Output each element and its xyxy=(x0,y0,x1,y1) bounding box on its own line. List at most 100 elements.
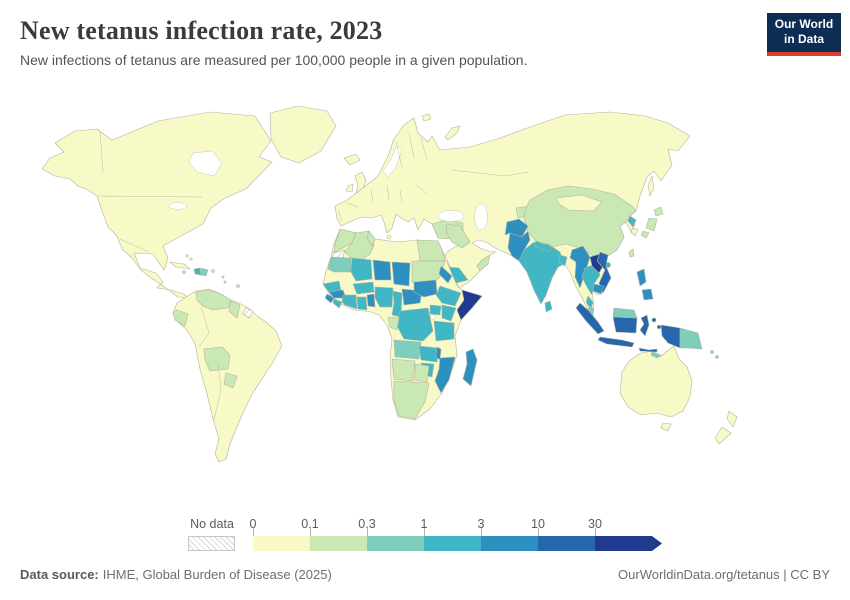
legend-segment-1[interactable] xyxy=(253,536,310,551)
region-solomon-islands-1[interactable] xyxy=(710,350,714,354)
region-sicily[interactable] xyxy=(386,234,392,240)
region-oman[interactable] xyxy=(476,254,491,272)
region-paraguay[interactable] xyxy=(223,372,238,389)
region-zambia[interactable] xyxy=(418,345,439,363)
region-eritrea[interactable] xyxy=(438,265,453,284)
region-namibia[interactable] xyxy=(391,358,416,382)
legend-segment-7-arrow[interactable] xyxy=(595,536,662,551)
region-jamaica[interactable] xyxy=(182,270,186,274)
region-puerto-rico[interactable] xyxy=(211,269,215,273)
region-solomon-islands-2[interactable] xyxy=(715,355,719,359)
region-botswana[interactable] xyxy=(414,363,430,383)
region-japan-kyushu[interactable] xyxy=(640,230,650,239)
region-drc[interactable] xyxy=(396,307,434,342)
region-bahamas-2[interactable] xyxy=(189,257,193,261)
region-philippines-luzon[interactable] xyxy=(636,268,647,287)
region-japan-hokkaido[interactable] xyxy=(653,206,664,217)
region-iceland[interactable] xyxy=(343,153,361,166)
region-cameroon[interactable] xyxy=(391,290,403,318)
region-india[interactable] xyxy=(518,241,565,305)
legend-segment-5[interactable] xyxy=(481,536,538,551)
region-ethiopia[interactable] xyxy=(435,285,462,307)
region-nigeria[interactable] xyxy=(374,286,394,308)
owid-link[interactable]: OurWorldinData.org/tetanus | CC BY xyxy=(618,567,830,582)
region-liberia[interactable] xyxy=(332,298,343,309)
region-sierra-leone[interactable] xyxy=(324,293,335,304)
region-cuba[interactable] xyxy=(169,261,191,270)
region-china[interactable] xyxy=(523,185,637,263)
region-mongolia[interactable] xyxy=(555,194,603,212)
region-mozambique[interactable] xyxy=(434,356,456,394)
region-lesser-antilles-1[interactable] xyxy=(221,275,225,279)
region-pakistan[interactable] xyxy=(507,230,531,262)
region-yemen[interactable] xyxy=(448,266,469,284)
region-niger[interactable] xyxy=(372,259,392,281)
region-vietnam[interactable] xyxy=(596,251,612,294)
region-madagascar[interactable] xyxy=(462,348,478,387)
legend-segment-4[interactable] xyxy=(424,536,481,551)
region-south-africa[interactable] xyxy=(393,380,430,420)
region-indonesia-papua[interactable] xyxy=(660,324,681,349)
region-guyana[interactable] xyxy=(228,300,241,319)
region-nepal[interactable] xyxy=(534,240,553,253)
region-bahamas[interactable] xyxy=(185,254,189,258)
region-indonesia-moluccas-1[interactable] xyxy=(651,317,657,323)
region-south-korea[interactable] xyxy=(630,227,639,237)
region-mali[interactable] xyxy=(350,257,373,282)
region-indonesia-java[interactable] xyxy=(597,336,635,348)
region-philippines-mindanao[interactable] xyxy=(641,288,654,301)
region-tanzania[interactable] xyxy=(433,320,455,342)
region-malaysian-borneo[interactable] xyxy=(612,307,638,319)
region-egypt[interactable] xyxy=(416,239,446,262)
region-new-zealand-north[interactable] xyxy=(726,410,738,428)
region-ghana[interactable] xyxy=(356,296,368,311)
region-somalia[interactable] xyxy=(456,289,483,321)
region-bangladesh[interactable] xyxy=(558,254,568,267)
region-haiti[interactable] xyxy=(193,267,202,276)
legend-segment-2[interactable] xyxy=(310,536,367,551)
region-dominican-republic[interactable] xyxy=(200,267,209,277)
region-venezuela[interactable] xyxy=(195,289,232,311)
region-japan-honshu[interactable] xyxy=(645,217,658,232)
owid-logo[interactable]: Our World in Data xyxy=(767,13,841,56)
region-indonesia-kalimantan[interactable] xyxy=(612,316,638,334)
no-data-swatch[interactable] xyxy=(188,536,235,551)
region-gabon[interactable] xyxy=(387,316,400,331)
region-cote-divoire[interactable] xyxy=(341,294,358,310)
region-bolivia[interactable] xyxy=(203,346,231,372)
region-kenya[interactable] xyxy=(441,304,457,322)
region-north-korea[interactable] xyxy=(627,215,637,228)
region-french-guiana[interactable] xyxy=(242,307,254,319)
region-sri-lanka[interactable] xyxy=(544,300,553,313)
region-taiwan[interactable] xyxy=(628,248,635,258)
region-burkina-faso[interactable] xyxy=(352,281,375,295)
region-indonesia-moluccas-2[interactable] xyxy=(656,324,662,330)
region-south-sudan[interactable] xyxy=(413,279,438,298)
region-indonesia-sulawesi[interactable] xyxy=(639,314,650,337)
region-ireland[interactable] xyxy=(345,183,354,193)
legend-segment-3[interactable] xyxy=(367,536,424,551)
region-sakhalin[interactable] xyxy=(647,175,655,197)
region-papua-new-guinea[interactable] xyxy=(679,327,703,350)
region-greenland[interactable] xyxy=(269,105,337,164)
region-mauritania[interactable] xyxy=(327,256,352,273)
region-trinidad[interactable] xyxy=(236,284,240,288)
region-angola[interactable] xyxy=(393,339,422,360)
region-north-america[interactable] xyxy=(41,111,273,299)
region-indonesia-lesser-sunda[interactable] xyxy=(638,347,658,353)
region-myanmar[interactable] xyxy=(569,245,591,289)
region-timor[interactable] xyxy=(650,351,662,359)
region-togo-benin[interactable] xyxy=(366,293,376,308)
legend-segment-6[interactable] xyxy=(538,536,595,551)
region-indonesia-sumatra[interactable] xyxy=(575,302,605,335)
region-svalbard[interactable] xyxy=(421,113,432,122)
region-lesser-antilles-2[interactable] xyxy=(223,280,227,284)
region-chad[interactable] xyxy=(391,261,411,287)
region-ecuador[interactable] xyxy=(172,309,189,327)
region-tasmania[interactable] xyxy=(660,422,672,432)
region-syria-iraq[interactable] xyxy=(445,223,471,249)
region-novaya-zemlya[interactable] xyxy=(444,125,461,141)
region-new-zealand-south[interactable] xyxy=(714,426,732,445)
region-cambodia[interactable] xyxy=(592,283,605,295)
region-uganda[interactable] xyxy=(429,304,442,316)
